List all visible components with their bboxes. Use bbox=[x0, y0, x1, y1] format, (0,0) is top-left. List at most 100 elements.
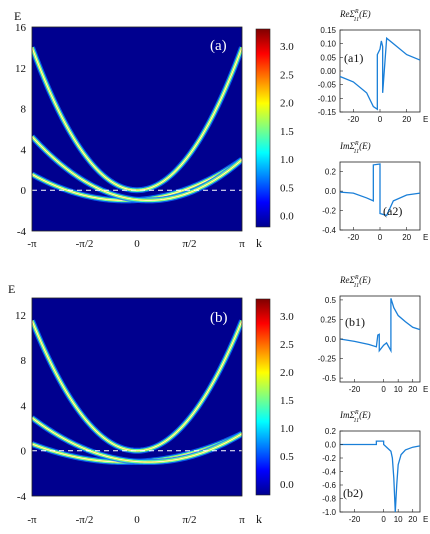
colorbar-tick-a: 2.5 bbox=[280, 69, 294, 81]
ytick-label-a1: -0.10 bbox=[318, 94, 337, 103]
title-super-b2: R bbox=[354, 410, 359, 416]
ytick-label-b: 4 bbox=[21, 400, 27, 412]
title-super-b1: R bbox=[354, 275, 359, 281]
ytick-label-a: 12 bbox=[15, 63, 26, 75]
ytick-label-a1: 0.05 bbox=[320, 53, 336, 62]
xtick-label-b1: 10 bbox=[394, 385, 403, 394]
xtick-label-a1: -20 bbox=[348, 115, 360, 124]
xtick-label-a2: 0 bbox=[378, 233, 383, 242]
ytick-label-a: 8 bbox=[21, 104, 27, 116]
xtick-label-a2: 20 bbox=[402, 233, 411, 242]
panel-label-b: (b) bbox=[210, 310, 228, 326]
xtick-label-b: π bbox=[239, 514, 245, 526]
colorbar-tick-a: 1.0 bbox=[280, 154, 294, 166]
title-arg-b1: (E) bbox=[359, 275, 371, 285]
xtick-label-b2: 10 bbox=[394, 515, 403, 524]
colorbar-tick-b: 3.0 bbox=[280, 311, 294, 323]
colorbar-tick-a: 0.0 bbox=[280, 211, 294, 223]
ylabel-a: E bbox=[14, 9, 21, 23]
title-arg-a2: (E) bbox=[359, 141, 371, 151]
xlabel-b2: E bbox=[423, 515, 428, 524]
series-line-a1 bbox=[339, 36, 421, 111]
xtick-label-a: π bbox=[239, 238, 245, 250]
colorbar-tick-b: 0.5 bbox=[280, 451, 294, 463]
colorbar-b bbox=[255, 298, 271, 496]
xtick-label-b1: 0 bbox=[381, 385, 386, 394]
line-panel-b2: 0.2 0.0 -0.2 -0.4 -0.6 -0.8 -1.0 -20 0 10 20 E (b2) I… bbox=[322, 410, 428, 524]
colorbar-tick-a: 1.5 bbox=[280, 126, 294, 138]
heatmap-panel-b: (b) 12 8 4 0 -4-π -π/2 0 π/2 π Ek 3.0 2.5 2.0 1.5 1.0 0.… bbox=[8, 282, 294, 526]
xlabel-a1: E bbox=[423, 115, 428, 124]
ytick-label-b2: 0.2 bbox=[325, 427, 337, 436]
plot-frame-b1 bbox=[339, 295, 421, 383]
ytick-label-a: -4 bbox=[17, 226, 27, 238]
ytick-label-a: 0 bbox=[21, 185, 27, 197]
panel-label-a1: (a1) bbox=[344, 51, 363, 65]
ytick-label-b2: -0.4 bbox=[322, 468, 336, 477]
title-main-a1: ReΣ bbox=[339, 9, 355, 19]
xtick-label-b: -π/2 bbox=[76, 514, 94, 526]
series-line-b2 bbox=[340, 440, 421, 513]
ytick-label-b1: 0.5 bbox=[325, 296, 337, 305]
xtick-label-a2: -20 bbox=[348, 233, 360, 242]
bands-a bbox=[32, 46, 242, 204]
xtick-label-b: π/2 bbox=[182, 514, 196, 526]
heatmap-panel-a: (a) 16 12 8 4 0 -4-π -π/2 0 π/2 π Ek 3.0 2.5 2.0 1.5 1.0… bbox=[14, 9, 294, 250]
title-sub-b2: 11 bbox=[354, 418, 360, 424]
colorbar-tick-b: 1.0 bbox=[280, 423, 294, 435]
ytick-label-b: -4 bbox=[17, 491, 27, 503]
xtick-label-b: 0 bbox=[134, 514, 140, 526]
title-main-b1: ReΣ bbox=[339, 275, 355, 285]
xtick-label-b1: -20 bbox=[349, 385, 361, 394]
plot-title-a1: ReΣR 11(E) bbox=[339, 9, 371, 23]
plot-frame-a1 bbox=[339, 29, 421, 113]
colorbar-tick-a: 2.0 bbox=[280, 98, 294, 110]
ytick-label-b: 0 bbox=[21, 446, 27, 458]
xtick-label-b2: 20 bbox=[408, 515, 417, 524]
panel-label-b1: (b1) bbox=[345, 315, 365, 329]
ytick-label-b2: -0.2 bbox=[322, 454, 336, 463]
title-arg-b2: (E) bbox=[359, 410, 371, 420]
line-panel-a1: 0.15 0.10 0.05 0.00 -0.05 -0.10 -0.15 -20 0 20 E (a… bbox=[318, 9, 429, 124]
xtick-label-b2: -20 bbox=[349, 515, 361, 524]
xlabel-b: k bbox=[256, 512, 262, 526]
ytick-label-b2: -1.0 bbox=[322, 508, 336, 517]
xlabel-a2: E bbox=[423, 233, 428, 242]
colorbar-tick-a: 3.0 bbox=[280, 41, 294, 53]
title-main-b2: ImΣ bbox=[339, 410, 355, 420]
heatmap-frame-b bbox=[31, 297, 243, 497]
title-super-a2: R bbox=[354, 141, 359, 147]
xtick-label-a1: 0 bbox=[378, 115, 383, 124]
ytick-label-a: 4 bbox=[21, 144, 27, 156]
heatmap-background-b bbox=[32, 298, 242, 496]
panel-label-a: (a) bbox=[210, 38, 227, 54]
ytick-label-b1: 0.25 bbox=[320, 315, 336, 324]
ytick-label-b: 8 bbox=[21, 355, 27, 367]
colorbar-tick-a: 0.5 bbox=[280, 182, 294, 194]
line-panel-a2: 0.2 0.0 -0.2 -0.4 -20 0 20 E (a2) ImΣR 11(E) bbox=[322, 141, 428, 242]
xtick-label-b: -π bbox=[27, 514, 37, 526]
xtick-label-a: π/2 bbox=[182, 238, 196, 250]
ytick-label-b1: -0.25 bbox=[318, 355, 337, 364]
colorbar-tick-b: 2.0 bbox=[280, 367, 294, 379]
plot-title-b1: ReΣR 11(E) bbox=[339, 275, 371, 289]
ytick-label-b2: -0.8 bbox=[322, 495, 336, 504]
ytick-label-a: 16 bbox=[15, 22, 27, 34]
xtick-label-b2: 0 bbox=[381, 515, 386, 524]
title-sub-b1: 11 bbox=[354, 283, 360, 289]
band-b-0 bbox=[32, 320, 242, 452]
ylabel-b: E bbox=[8, 282, 15, 296]
ytick-label-a1: 0.15 bbox=[320, 26, 336, 35]
colorbar-tick-b: 0.0 bbox=[280, 479, 294, 491]
title-main-a2: ImΣ bbox=[339, 141, 355, 151]
title-arg-a1: (E) bbox=[359, 9, 371, 19]
series-line-b1 bbox=[339, 298, 421, 354]
title-sub-a2: 11 bbox=[354, 149, 360, 155]
xlabel-a: k bbox=[256, 236, 262, 250]
title-super-a1: R bbox=[354, 9, 359, 15]
ytick-label-b2: -0.6 bbox=[322, 481, 336, 490]
ytick-label-a1: 0.00 bbox=[320, 67, 336, 76]
ytick-label-a2: 0.2 bbox=[325, 168, 337, 177]
xtick-label-a: 0 bbox=[134, 238, 140, 250]
